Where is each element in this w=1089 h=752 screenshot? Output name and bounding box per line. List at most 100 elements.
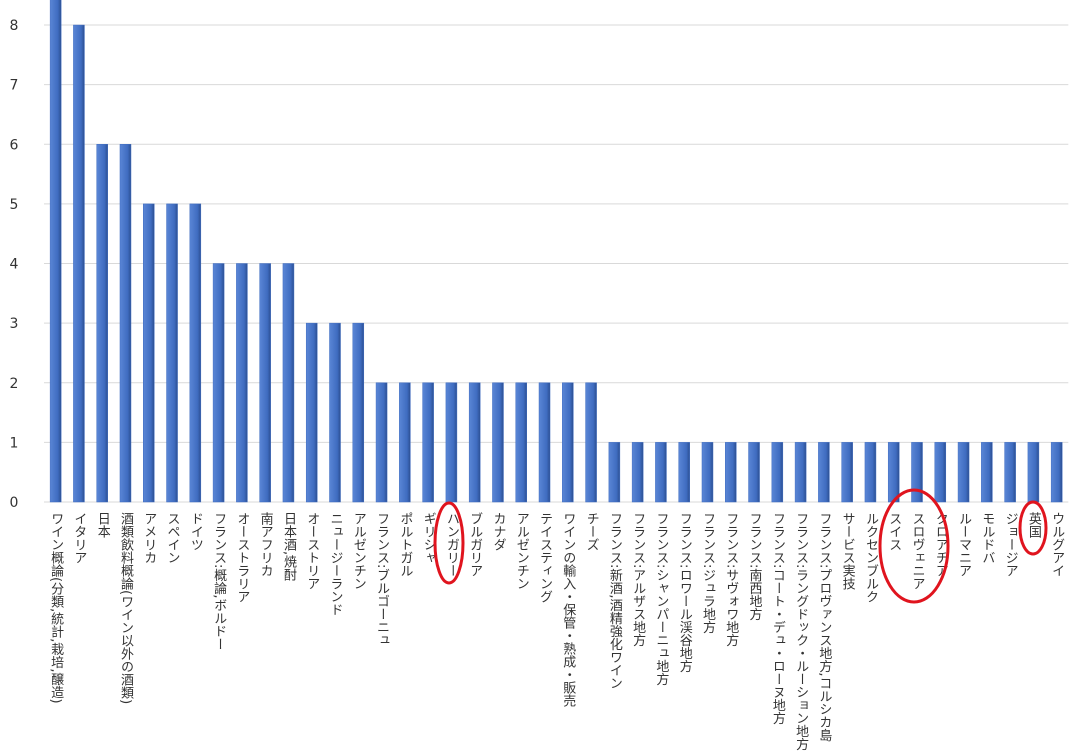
y-tick-label: 5 [10, 197, 19, 213]
bar [794, 442, 807, 503]
highlight-ellipse [878, 488, 950, 604]
bar [678, 442, 690, 503]
y-tick-label: 0 [10, 495, 19, 511]
x-tick-label: ニュージーランド [328, 512, 343, 616]
bars [49, 0, 1063, 503]
x-tick-label: 酒類飲料概論(ワイン以外の酒類) [118, 512, 134, 704]
bar [771, 442, 784, 503]
bar [305, 322, 318, 503]
x-tick-label: ハンガリー [444, 512, 459, 577]
bar [538, 382, 551, 503]
x-tick-label: 南アフリカ [258, 511, 274, 577]
bar [236, 263, 248, 503]
bar [143, 203, 155, 503]
x-tick-label: ギリシャ [421, 512, 436, 564]
x-tick-label: 日本 [95, 512, 111, 538]
x-tick-label: イタリア [71, 512, 86, 564]
bar [887, 442, 900, 503]
bar [585, 382, 597, 503]
x-tick-label: ルーマニア [956, 512, 971, 577]
x-tick-label: チーズ [584, 512, 599, 551]
x-tick-label: フランス:プロヴァンス地方,コルシカ島 [816, 512, 832, 742]
x-tick-label: フランス:新酒,酒精強化ワイン [607, 512, 623, 690]
bar [282, 263, 295, 503]
x-tick-label: ワインの輸入・保管・熟成・販売 [560, 512, 576, 708]
bar [748, 442, 760, 503]
x-tick-label: アルゼンチン [514, 512, 530, 590]
bar [212, 263, 225, 503]
x-tick-label: オーストラリア [234, 512, 249, 603]
bar [1004, 442, 1016, 503]
bar [562, 382, 574, 503]
x-tick-label: フランス:ロワール渓谷地方 [677, 512, 693, 674]
y-tick-label: 4 [10, 257, 19, 273]
bar [1027, 442, 1040, 503]
x-tick-label: スイス [886, 512, 901, 551]
bar [119, 144, 132, 503]
bar [981, 442, 993, 503]
x-tick-label: ルクセンブルク [863, 512, 879, 603]
bar [96, 144, 108, 503]
x-tick-label: アメリカ [141, 512, 156, 564]
x-tick-label: フランス:南西地方 [747, 512, 763, 622]
highlight-ellipse [1018, 500, 1048, 556]
labels: 0 1 2 3 4 5 6 7 8 ワイン概論(分類,統計,栽培,醸造) イタリア 日本 酒類飲料概論(… [10, 18, 1065, 752]
bar [422, 382, 434, 503]
bar [934, 442, 947, 503]
y-tick-label: 1 [10, 435, 19, 451]
bar [608, 442, 621, 503]
annotations [433, 488, 1048, 604]
x-tick-label: スロヴェニア [910, 512, 925, 590]
x-tick-label: フランス:コート・デュ・ローヌ地方 [770, 512, 786, 726]
bar [841, 442, 853, 503]
bar [189, 203, 202, 503]
highlight-ellipse [433, 501, 465, 585]
x-tick-label: クロアチア [933, 512, 948, 577]
bar [352, 322, 365, 503]
bar [701, 442, 714, 503]
bar [911, 442, 923, 503]
bar [655, 442, 667, 503]
x-tick-label: 日本酒,焼酎 [281, 512, 297, 582]
bar [492, 382, 504, 503]
x-tick-label: フランス:シャンパーニュ地方 [653, 512, 669, 687]
bar [725, 442, 737, 503]
x-tick-label: ウルグアイ [1049, 512, 1065, 577]
bar [49, 0, 62, 503]
x-tick-label: フランス:ブルゴーニュ [374, 512, 389, 646]
y-tick-label: 8 [10, 18, 19, 34]
bar [329, 322, 341, 503]
x-tick-label: フランス:アルザス地方 [630, 512, 646, 648]
x-tick-label: ドイツ [188, 512, 203, 551]
x-tick-label: モルドバ [979, 512, 995, 564]
bar [468, 382, 481, 503]
bar [73, 24, 85, 503]
x-tick-label: フランス:サヴォワ地方 [723, 512, 739, 648]
x-tick-label: カナダ [490, 512, 505, 551]
bar [818, 442, 830, 503]
bar [515, 382, 527, 503]
x-tick-label: オーストリア [304, 512, 319, 590]
x-tick-label: サービス実技 [840, 512, 856, 590]
bar [631, 442, 644, 503]
x-tick-label: ブルガリア [467, 511, 482, 577]
bar [864, 442, 877, 503]
x-tick-label: フランス:ラングドック・ルーション地方 [793, 512, 809, 752]
bar [957, 442, 970, 503]
x-tick-label: ワイン概論(分類,統計,栽培,醸造) [48, 512, 64, 704]
bar [375, 382, 388, 503]
y-tick-label: 3 [10, 316, 19, 332]
bar [1050, 442, 1063, 503]
x-tick-label: 英国 [1026, 512, 1042, 538]
x-tick-label: ジョージア [1003, 512, 1018, 577]
x-tick-label: フランス:概論,ボルドー [211, 512, 227, 651]
bar [445, 382, 458, 503]
bar [399, 382, 411, 503]
x-tick-label: フランス:ジュラ地方 [700, 512, 716, 635]
x-tick-label: ポルトガル [397, 512, 412, 577]
x-tick-label: テイスティング [537, 512, 553, 603]
bar [259, 263, 271, 503]
x-tick-label: スペイン [165, 512, 181, 564]
y-tick-label: 7 [10, 78, 19, 94]
